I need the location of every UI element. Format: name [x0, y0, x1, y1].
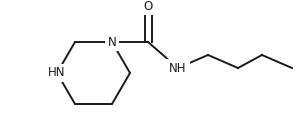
Text: N: N	[108, 36, 117, 49]
Text: O: O	[143, 0, 153, 12]
Text: HN: HN	[48, 66, 66, 79]
Text: NH: NH	[169, 62, 187, 75]
